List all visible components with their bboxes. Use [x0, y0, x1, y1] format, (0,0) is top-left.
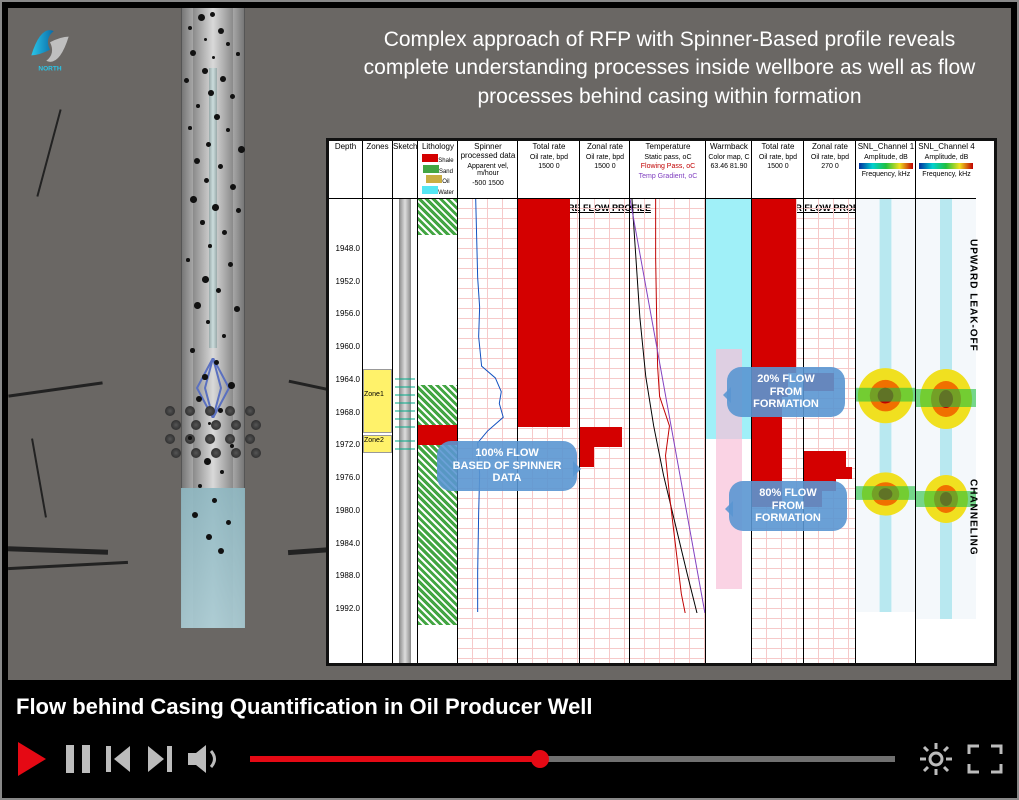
spinner-header: Spinner processed data	[458, 143, 517, 161]
warm-scale: 63.46 81.90	[710, 163, 747, 171]
temp-s3: Temp Gradient, oC	[639, 173, 698, 181]
track-sketch: Sketch	[393, 141, 418, 663]
fullscreen-button[interactable]	[967, 744, 1003, 774]
player-controls	[2, 720, 1017, 798]
zrw-scale: 1500 0	[594, 163, 615, 171]
zrr-sub: Oil rate, bpd	[811, 154, 849, 162]
snl4-sub: Amplitude, dB	[925, 154, 969, 162]
trw-scale: 1500 0	[538, 163, 559, 171]
zrr-header: Zonal rate	[812, 143, 848, 152]
zrw-header: Zonal rate	[587, 143, 623, 152]
particle-cloud	[118, 8, 308, 568]
leg-oil: Oil	[442, 179, 449, 185]
callout-20pct: 20% FLOWFROM FORMATION	[727, 367, 845, 417]
callout-spinner-flow: 100% FLOWBASED OF SPINNER DATA	[437, 441, 577, 491]
prev-button[interactable]	[106, 744, 132, 774]
zrw-sub: Oil rate, bpd	[586, 154, 624, 162]
zrr-scale: 270 0	[821, 163, 839, 171]
channeling-label: CHANNELING	[967, 479, 978, 556]
video-frame: NORTH Complex approach of RFP with Spinn…	[8, 8, 1011, 680]
zones-header: Zones	[366, 143, 388, 152]
warm-sub: Color map, C	[708, 154, 749, 162]
video-title: Flow behind Casing Quantification in Oil…	[2, 686, 1017, 720]
snl1-header: SNL_Channel 1	[858, 143, 914, 152]
settings-button[interactable]	[919, 742, 953, 776]
temp-s2: Flowing Pass, oC	[641, 163, 695, 171]
temp-s1: Static pass, oC	[644, 154, 691, 162]
spinner-scale: -500 1500	[472, 180, 504, 188]
progress-bar[interactable]	[250, 756, 895, 762]
leg-shale: Shale	[438, 158, 453, 164]
play-button[interactable]	[16, 740, 50, 778]
sketch-header: Sketch	[393, 143, 417, 152]
snl1-sub: Amplitude, dB	[864, 154, 908, 162]
trr-sub: Oil rate, bpd	[759, 154, 797, 162]
spinner-sub: Apparent vel, m/hour	[458, 163, 517, 178]
track-snl-4: SNL_Channel 4 Amplitude, dB Frequency, kHz	[916, 141, 976, 663]
snl4-scale: Frequency, kHz	[922, 171, 971, 179]
pause-button[interactable]	[64, 743, 92, 775]
track-zones: Zones Zone1 Zone2	[363, 141, 393, 663]
upward-leakoff-label: UPWARD LEAK-OFF	[967, 239, 978, 352]
track-zonal-rate-wellbore: Zonal rate Oil rate, bpd1500 0	[580, 141, 630, 663]
lithology-header: Lithology	[422, 143, 454, 152]
brand-logo: NORTH	[22, 18, 78, 74]
trr-header: Total rate	[762, 143, 795, 152]
trr-scale: 1500 0	[767, 163, 788, 171]
svg-text:NORTH: NORTH	[38, 65, 61, 72]
callout-80pct: 80% FLOWFROM FORMATION	[729, 481, 847, 531]
leg-sand: Sand	[439, 169, 453, 175]
depth-header: Depth	[335, 143, 356, 152]
zone2-label: Zone2	[364, 437, 384, 444]
zone1-label: Zone1	[364, 391, 384, 398]
snl4-header: SNL_Channel 4	[918, 143, 974, 152]
log-chart-panel: WELLBORE FLOW PROFILE RESERVOIR FLOW PRO…	[326, 138, 997, 666]
track-snl-1: SNL_Channel 1 Amplitude, dB Frequency, kHz	[856, 141, 916, 663]
video-player: NORTH Complex approach of RFP with Spinn…	[0, 0, 1019, 800]
track-temperature: Temperature Static pass, oCFlowing Pass, …	[630, 141, 706, 663]
trw-header: Total rate	[533, 143, 566, 152]
track-depth: Depth 1948.01952.01956.01960.01964.01968…	[329, 141, 363, 663]
next-button[interactable]	[146, 744, 172, 774]
slide-description: Complex approach of RFP with Spinner-Bas…	[348, 26, 991, 111]
trw-sub: Oil rate, bpd	[530, 154, 568, 162]
warm-header: Warmback	[710, 143, 748, 152]
volume-button[interactable]	[186, 742, 226, 776]
track-lithology: Lithology Shale Sand Oil Water	[418, 141, 458, 663]
temp-header: Temperature	[646, 143, 691, 152]
track-total-rate-wellbore: Total rate Oil rate, bpd1500 0	[518, 141, 580, 663]
snl1-scale: Frequency, kHz	[862, 171, 911, 179]
leg-water: Water	[438, 190, 454, 196]
track-spinner: Spinner processed data Apparent vel, m/ho…	[458, 141, 518, 663]
